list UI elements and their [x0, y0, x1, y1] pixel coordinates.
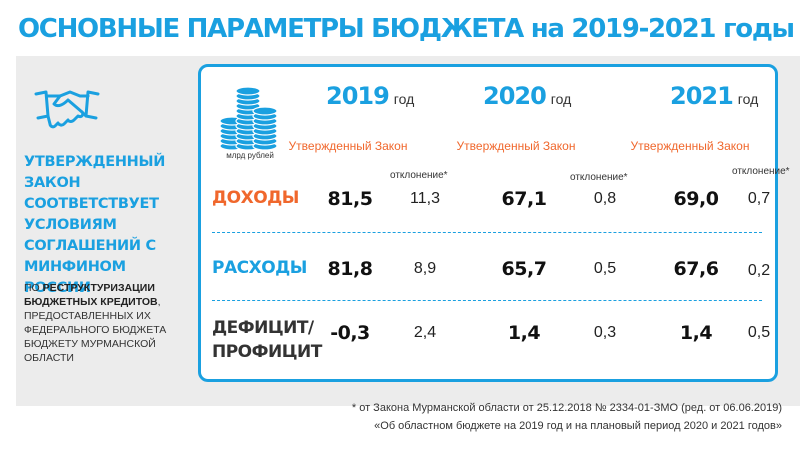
value-income-2020: 67,1: [501, 188, 547, 210]
row-label-deficit: ДЕФИЦИТ/: [212, 318, 314, 338]
deviation-expenses-2020: 0,5: [593, 260, 617, 277]
deviation-balance-2021: 0,5: [747, 324, 771, 341]
approved-law-label-2019: Утвержденный Закон: [288, 139, 408, 153]
approved-law-label-2021: Утвержденный Закон: [630, 139, 750, 153]
deviation-income-2021: 0,7: [747, 190, 771, 207]
deviation-income-2019: 11,3: [410, 190, 440, 207]
value-expenses-2021: 67,6: [673, 258, 719, 280]
value-expenses-2020: 65,7: [501, 258, 547, 280]
deviation-income-2020: 0,8: [593, 190, 617, 207]
budget-card: [198, 64, 778, 382]
deviation-balance-2020: 0,3: [593, 324, 617, 341]
row-label-income: ДОХОДЫ: [212, 188, 299, 208]
handshake-icon: [34, 90, 100, 129]
year-header-2019: 2019 год: [326, 82, 415, 110]
value-expenses-2019: 81,8: [327, 258, 373, 280]
agreement-details: ПО РЕСТРУКТУРИЗАЦИИ БЮДЖЕТНЫХ КРЕДИТОВ, …: [24, 282, 167, 364]
value-balance-2019: -0,3: [330, 322, 370, 344]
value-balance-2020: 1,4: [507, 322, 541, 344]
footnote-law-title: «Об областном бюджете на 2019 год и на п…: [374, 420, 782, 432]
deviation-label-2019: отклонение*: [390, 170, 448, 181]
deviation-balance-2019: 2,4: [413, 324, 437, 341]
year-header-2020: 2020 год: [483, 82, 572, 110]
deviation-expenses-2019: 8,9: [413, 260, 437, 277]
page-title: ОСНОВНЫЕ ПАРАМЕТРЫ БЮДЖЕТА на 2019-2021 …: [18, 14, 795, 44]
agreement-statement: УТВЕРЖДЕННЫЙ ЗАКОН СООТВЕТСТВУЕТ УСЛОВИЯ…: [24, 154, 166, 296]
unit-label: млрд рублей: [226, 151, 274, 160]
deviation-label-2021: отклонение*: [732, 166, 790, 177]
row-separator: [212, 232, 762, 233]
row-label-surplus: ПРОФИЦИТ: [212, 342, 322, 362]
year-header-2021: 2021 год: [670, 82, 759, 110]
value-income-2019: 81,5: [327, 188, 373, 210]
row-label-expenses: РАСХОДЫ: [212, 258, 307, 278]
deviation-expenses-2021: 0,2: [747, 262, 771, 279]
value-income-2021: 69,0: [673, 188, 719, 210]
coins-icon: [219, 86, 278, 150]
deviation-label-2020: отклонение*: [570, 172, 628, 183]
approved-law-label-2020: Утвержденный Закон: [456, 139, 576, 153]
value-balance-2021: 1,4: [679, 322, 713, 344]
footnote-law: * от Закона Мурманской области от 25.12.…: [351, 402, 782, 414]
row-separator: [212, 300, 762, 301]
